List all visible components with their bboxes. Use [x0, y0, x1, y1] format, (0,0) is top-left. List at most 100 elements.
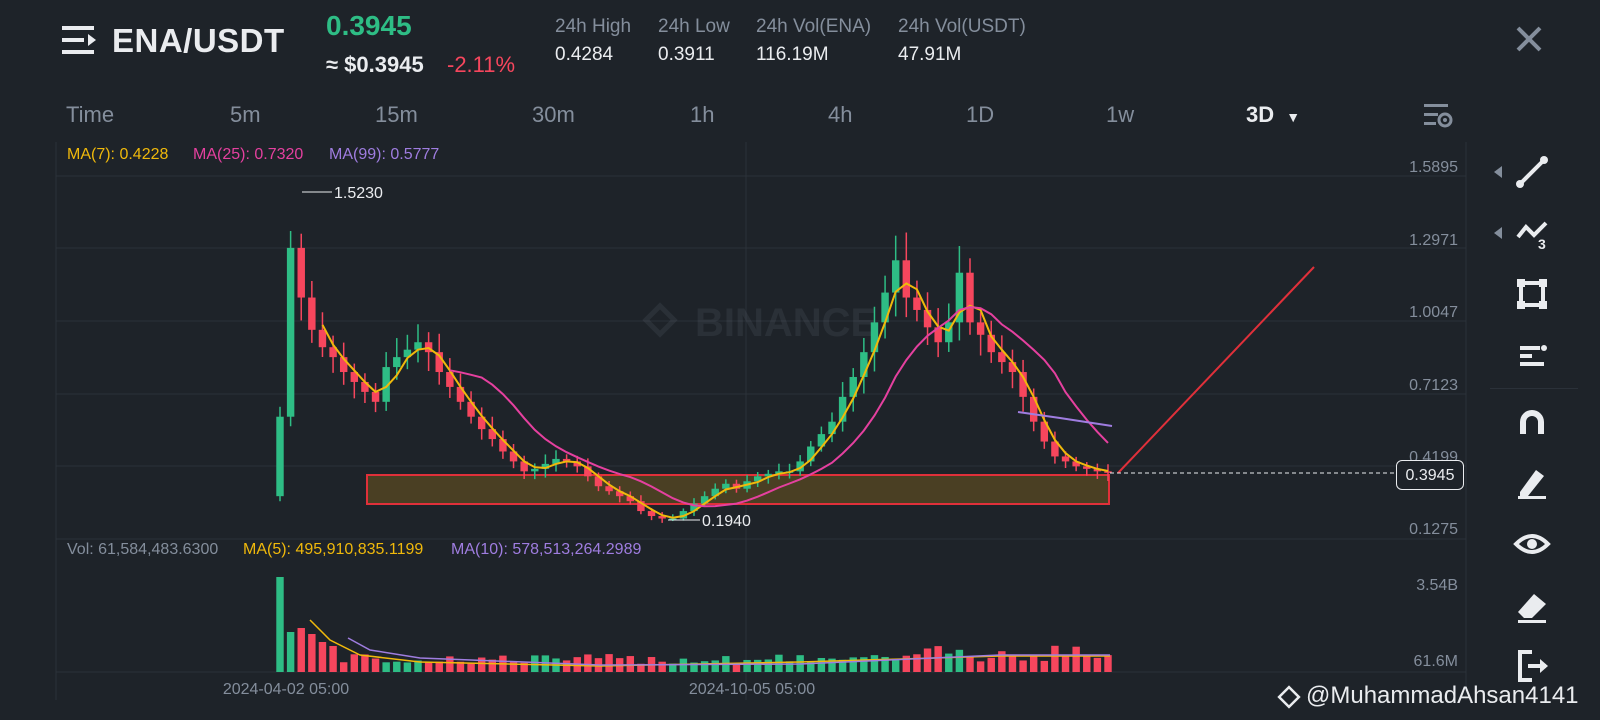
candle-body — [594, 476, 603, 487]
tab-30m[interactable]: 30m — [532, 102, 575, 127]
candle-body — [849, 376, 857, 397]
ma99-line — [1017, 411, 1113, 427]
expand-arrow-icon[interactable] — [1492, 225, 1504, 241]
candle-body — [828, 421, 836, 435]
volume-bar — [467, 663, 475, 672]
volume-bar — [531, 655, 539, 672]
volume-axis-label: 61.6M — [1414, 653, 1458, 670]
close-icon[interactable] — [1512, 22, 1546, 56]
volume-bar — [658, 661, 666, 672]
last-price: 0.3945 — [326, 10, 412, 41]
price-axis-label: 1.0047 — [1409, 304, 1458, 321]
chart-settings-icon[interactable] — [1420, 100, 1454, 130]
magnet-icon[interactable] — [1512, 402, 1552, 442]
pair-title[interactable]: ENA/USDT — [112, 22, 285, 59]
menu-icon[interactable] — [62, 24, 98, 56]
trendline-drawing[interactable] — [1117, 266, 1315, 474]
candle-body — [286, 247, 295, 417]
volume-bar — [987, 657, 995, 672]
tab-1w[interactable]: 1w — [1106, 102, 1135, 127]
tab-5m[interactable]: 5m — [230, 102, 261, 127]
volume-bar — [849, 657, 857, 672]
candle-body — [934, 327, 942, 343]
candle-body — [753, 476, 762, 482]
volume-bar — [870, 655, 879, 672]
candle-body — [382, 367, 390, 402]
tab-time[interactable]: Time — [66, 102, 115, 127]
candle-body — [870, 322, 879, 353]
candle-body — [308, 297, 316, 330]
volume-bar — [414, 660, 422, 672]
exit-icon[interactable] — [1512, 646, 1552, 686]
candle-body — [637, 501, 645, 512]
pencil-icon[interactable] — [1512, 462, 1552, 502]
candle-body — [690, 503, 698, 512]
candle-body — [456, 386, 465, 402]
ma99-legend[interactable]: MA(99): 0.5777 — [329, 146, 440, 163]
support-zone-rectangle[interactable] — [366, 474, 1110, 505]
volume-bar — [902, 655, 911, 672]
volume-bar — [361, 654, 369, 672]
candle-body — [446, 372, 454, 387]
tab-1d[interactable]: 1D — [966, 102, 995, 127]
volume-bar — [403, 662, 412, 672]
volume-bar — [690, 662, 698, 672]
fib-icon[interactable]: 3 — [1512, 213, 1552, 253]
price-axis-label: 1.5895 — [1409, 159, 1458, 176]
low-marker-label: 0.1940 — [702, 513, 751, 530]
candle-body — [520, 461, 528, 472]
volume-bar — [891, 658, 900, 672]
eye-icon[interactable] — [1512, 524, 1552, 564]
trendline-icon[interactable] — [1512, 152, 1552, 192]
candle-body — [998, 352, 1006, 363]
tab-3d-label: 3D — [1246, 102, 1275, 127]
volume-bar — [637, 663, 645, 672]
ma7-legend[interactable]: MA(7): 0.4228 — [67, 146, 169, 163]
volume-bar — [350, 654, 359, 672]
volume-bar — [1040, 660, 1049, 672]
candle-body — [913, 297, 921, 310]
candle-body — [414, 342, 422, 350]
fiat-price: ≈ $0.3945 — [326, 52, 424, 77]
chart-grid — [55, 142, 1467, 700]
candle-body — [987, 334, 995, 353]
tab-3d[interactable]: 3D ▼ — [1246, 102, 1300, 128]
watermark-text: BINANCE — [695, 301, 877, 345]
eraser-icon[interactable] — [1512, 586, 1552, 626]
volume-bar — [669, 663, 677, 672]
volume-bar — [477, 657, 486, 672]
stat-label-24h-high: 24h High — [555, 16, 632, 37]
candle-body — [669, 518, 677, 521]
stat-value-24h-low: 0.3911 — [658, 44, 715, 65]
candle-body — [658, 516, 666, 519]
candle-body — [1072, 461, 1080, 467]
tab-1h[interactable]: 1h — [690, 102, 715, 127]
candle-body — [1040, 421, 1049, 442]
text-align-icon[interactable] — [1512, 336, 1552, 376]
candle-body — [722, 483, 730, 489]
volume-legend[interactable]: Vol: 61,584,483.6300 — [67, 541, 219, 558]
volume-bar — [1051, 645, 1059, 672]
volume-bar — [955, 649, 964, 672]
candle-body — [276, 416, 284, 497]
volume-bar — [1029, 654, 1038, 672]
candle-body — [902, 260, 911, 298]
volume-ma10-legend[interactable]: MA(10): 578,513,264.2989 — [451, 541, 642, 558]
volume-bar — [860, 657, 868, 672]
stat-value-24h-vol-ena: 116.19M — [756, 44, 829, 65]
volume-bar — [998, 651, 1006, 672]
volume-bar — [934, 646, 942, 672]
expand-arrow-icon[interactable] — [1492, 164, 1504, 180]
volume-bar — [764, 659, 773, 672]
tab-4h[interactable]: 4h — [828, 102, 853, 127]
candle-body — [573, 461, 581, 467]
volume-bar — [371, 658, 380, 672]
volume-bar — [382, 662, 390, 672]
volume-ma5-legend[interactable]: MA(5): 495,910,835.1199 — [243, 541, 424, 558]
candle-body — [339, 357, 348, 373]
candle-body — [531, 468, 539, 472]
tab-15m[interactable]: 15m — [375, 102, 418, 127]
rectangle-icon[interactable] — [1512, 274, 1552, 314]
ma25-legend[interactable]: MA(25): 0.7320 — [193, 146, 304, 163]
